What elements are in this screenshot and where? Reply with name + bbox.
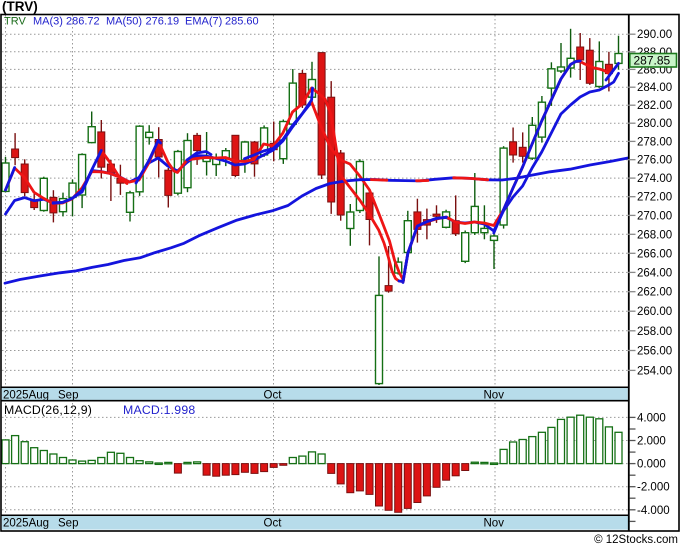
svg-text:-4.000: -4.000	[637, 505, 670, 517]
svg-text:280.00: 280.00	[637, 118, 672, 130]
svg-text:268.00: 268.00	[637, 229, 672, 241]
svg-text:287.85: 287.85	[634, 54, 671, 68]
svg-text:278.00: 278.00	[637, 136, 672, 148]
svg-text:270.00: 270.00	[637, 210, 672, 222]
svg-text:276.00: 276.00	[637, 155, 672, 167]
svg-text:MACD:1.998: MACD:1.998	[123, 403, 195, 417]
svg-text:Oct: Oct	[264, 518, 283, 530]
svg-text:256.00: 256.00	[637, 346, 672, 358]
svg-text:0.000: 0.000	[637, 459, 666, 471]
svg-text:290.00: 290.00	[637, 29, 672, 41]
svg-text:260.00: 260.00	[637, 306, 672, 318]
svg-text:MACD(26,12,9): MACD(26,12,9)	[4, 403, 92, 417]
svg-text:262.00: 262.00	[637, 287, 672, 299]
svg-text:Sep: Sep	[58, 518, 78, 530]
svg-text:264.00: 264.00	[637, 267, 672, 279]
svg-text:(TRV): (TRV)	[2, 0, 38, 14]
svg-text:274.00: 274.00	[637, 173, 672, 185]
svg-text:-2.000: -2.000	[637, 482, 670, 494]
svg-text:Nov: Nov	[484, 518, 505, 530]
svg-text:272.00: 272.00	[637, 192, 672, 204]
svg-text:2025Aug: 2025Aug	[3, 389, 49, 401]
svg-text:286.72: 286.72	[66, 16, 100, 28]
svg-text:2025Aug: 2025Aug	[3, 518, 49, 530]
svg-text:Nov: Nov	[484, 389, 505, 401]
svg-text:4.000: 4.000	[637, 412, 666, 424]
svg-text:285.60: 285.60	[225, 16, 259, 28]
svg-text:© 12Stocks.com: © 12Stocks.com	[594, 534, 678, 546]
svg-text:282.00: 282.00	[637, 100, 672, 112]
svg-text:254.00: 254.00	[637, 365, 672, 377]
svg-text:Oct: Oct	[264, 389, 283, 401]
svg-text:2.000: 2.000	[637, 436, 666, 448]
svg-text:EMA(7): EMA(7)	[185, 16, 222, 28]
svg-text:MA(3): MA(3)	[33, 16, 63, 28]
svg-text:266.00: 266.00	[637, 248, 672, 260]
svg-text:Sep: Sep	[58, 389, 78, 401]
svg-text:MA(50): MA(50)	[106, 16, 142, 28]
svg-text:TRV: TRV	[4, 16, 26, 28]
svg-text:284.00: 284.00	[637, 82, 672, 94]
svg-text:276.19: 276.19	[146, 16, 180, 28]
svg-text:258.00: 258.00	[637, 326, 672, 338]
